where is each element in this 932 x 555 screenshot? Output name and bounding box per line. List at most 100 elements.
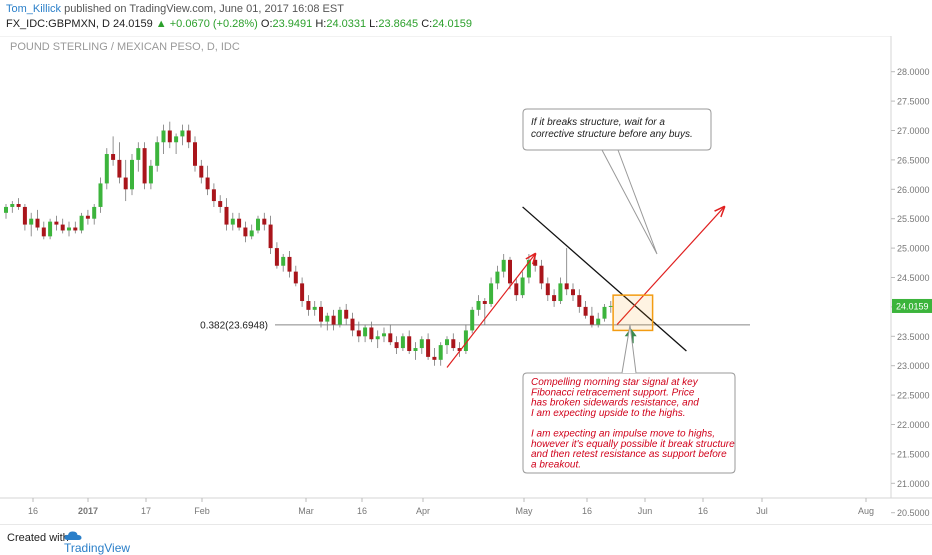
candle-up: [520, 271, 525, 299]
candle-body: [174, 136, 179, 143]
candle-down: [117, 142, 122, 184]
note-bottom[interactable]: Compelling morning star signal at keyFib…: [522, 324, 736, 474]
price-tick-label: 25.0000: [897, 244, 930, 254]
price-tick-label: 27.5000: [897, 97, 930, 107]
candle-body: [22, 206, 27, 225]
candle-body: [583, 306, 588, 316]
candle-body: [476, 301, 481, 310]
candle-body: [142, 148, 147, 184]
morning-star-highlight-box[interactable]: [612, 294, 654, 332]
tradingview-brand: TradingView: [64, 541, 131, 555]
candle-body: [363, 327, 368, 337]
candle-up: [98, 177, 103, 213]
price-tick-label: 23.0000: [897, 361, 930, 371]
candle-body: [230, 218, 235, 225]
candle-up: [230, 212, 235, 231]
candle-up: [256, 215, 260, 234]
candle-up: [79, 212, 84, 234]
candle-body: [211, 189, 216, 202]
note-bottom-line: a breakout.: [531, 459, 581, 470]
candle-body: [382, 333, 386, 337]
time-tick-label: Jun: [638, 506, 653, 516]
candle-up: [136, 142, 141, 172]
candle-body: [4, 206, 8, 213]
chart-drawings[interactable]: [446, 206, 724, 368]
price-change: +0.0670 (+0.28%): [169, 18, 258, 30]
note-top-line: corrective structure before any buys.: [531, 129, 693, 140]
candle-down: [482, 298, 487, 325]
candle-body: [438, 345, 443, 360]
price-tick-label: 25.5000: [897, 214, 930, 224]
created-with-label: Created with: [7, 532, 69, 544]
candle-body: [281, 256, 286, 266]
time-tick-label: Mar: [298, 506, 314, 516]
candle-down: [218, 195, 223, 213]
candle-body: [539, 265, 544, 284]
candle-up: [476, 295, 481, 316]
open-label: O:: [260, 18, 273, 30]
low-value: 23.8645: [378, 18, 419, 30]
candle-up: [337, 306, 342, 328]
descending-trendline[interactable]: [522, 206, 687, 352]
candle-down: [243, 221, 248, 243]
note-bottom-line: Fibonacci retracement support. Price: [531, 387, 695, 398]
candle-body: [136, 148, 141, 160]
candle-up: [463, 324, 468, 354]
candle-body: [155, 142, 160, 166]
candle-body: [29, 218, 34, 225]
candle-down: [211, 183, 216, 207]
symbol-info: FX_IDC:GBPMXN, D 24.0159 ▲ +0.0670 (+0.2…: [6, 18, 472, 30]
candle-body: [337, 309, 342, 325]
price-tick-label: 22.0000: [897, 420, 930, 430]
note-bottom-pointer: [621, 324, 637, 374]
candle-body: [180, 130, 185, 137]
candle-body: [306, 301, 311, 310]
tradingview-logo[interactable]: TradingView: [64, 530, 130, 555]
author-link[interactable]: Tom_Killick: [6, 3, 62, 15]
candle-up: [363, 324, 368, 343]
candle-body: [262, 218, 267, 225]
candle-down: [16, 198, 21, 210]
note-top-pointer: [601, 149, 658, 255]
time-tick-label: 16: [698, 506, 708, 516]
candle-body: [350, 318, 355, 331]
projection-arrow[interactable]: [616, 207, 724, 325]
candle-down: [539, 259, 544, 290]
candle-down: [142, 142, 147, 190]
chart-annotations[interactable]: If it breaks structure, wait for acorrec…: [522, 108, 736, 474]
note-bottom-line: Compelling morning star signal at key: [531, 377, 699, 388]
chart-area[interactable]: POUND STERLING / MEXICAN PESO, D, IDC 20…: [0, 36, 932, 524]
candle-body: [413, 348, 418, 351]
candle-body: [457, 348, 462, 351]
candle-body: [369, 327, 374, 340]
candle-body: [564, 283, 569, 290]
time-tick-label: 16: [582, 506, 592, 516]
high-label: H:: [315, 18, 327, 30]
candle-body: [325, 315, 330, 322]
candle-down: [293, 265, 298, 287]
candle-body: [552, 295, 557, 302]
candle-body: [300, 283, 305, 302]
projection-arrow[interactable]: [446, 254, 535, 368]
candle-up: [558, 277, 563, 304]
candle-body: [419, 339, 424, 349]
candle-body: [111, 154, 116, 160]
open-value: 23.9491: [272, 18, 313, 30]
candle-body: [243, 227, 248, 237]
note-top[interactable]: If it breaks structure, wait for acorrec…: [522, 108, 712, 255]
candle-up: [419, 336, 424, 354]
note-bottom-box: [522, 372, 736, 474]
candle-body: [224, 206, 229, 225]
candle-down: [552, 289, 557, 307]
change-arrow-icon: ▲: [155, 18, 167, 30]
candle-body: [589, 315, 594, 325]
time-axis[interactable]: 16 2017 17 Feb Mar 16 Apr May 16 Jun 16 Jul Aug: [28, 498, 874, 516]
candle-down: [73, 221, 78, 234]
price-chart[interactable]: POUND STERLING / MEXICAN PESO, D, IDC 20…: [0, 36, 932, 524]
candle-down: [356, 321, 361, 343]
candle-body: [445, 339, 449, 346]
candle-body: [426, 339, 431, 357]
time-tick-label: Jul: [756, 506, 768, 516]
time-tick-label: 16: [357, 506, 367, 516]
candle-body: [495, 271, 500, 284]
